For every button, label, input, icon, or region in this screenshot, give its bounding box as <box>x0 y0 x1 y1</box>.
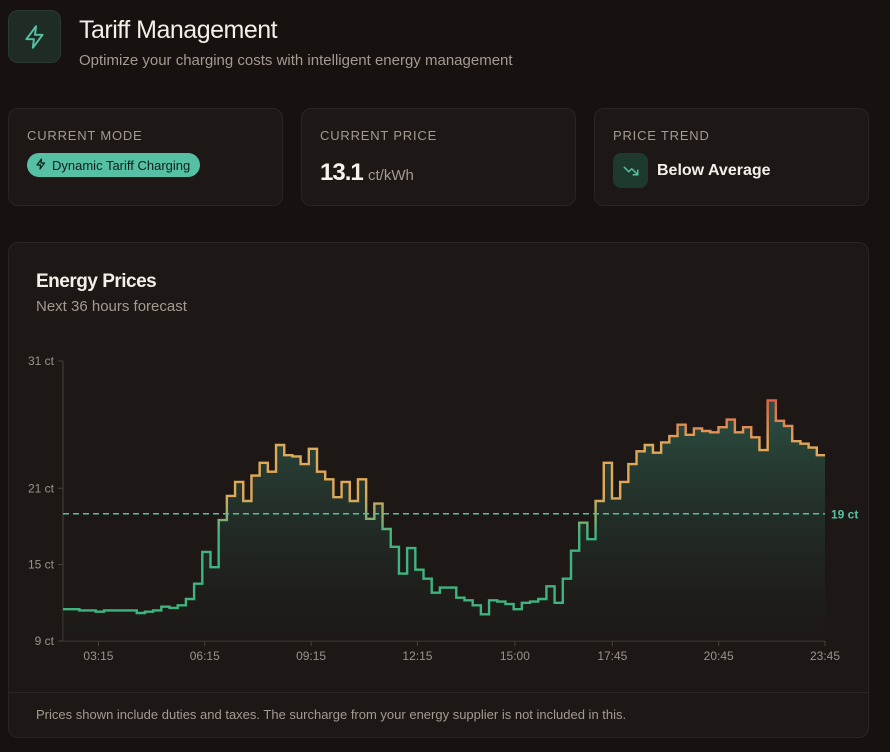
price-step-line <box>63 399 825 616</box>
energy-prices-card: Energy Prices Next 36 hours forecast 9 c… <box>8 242 869 738</box>
average-price-label: 19 ct <box>831 508 858 522</box>
current-mode-card: CURRENT MODE Dynamic Tariff Charging <box>8 108 283 206</box>
x-tick-label: 06:15 <box>190 649 220 663</box>
x-tick-label: 17:45 <box>597 649 627 663</box>
x-tick-label: 15:00 <box>500 649 530 663</box>
x-tick-label: 20:45 <box>704 649 734 663</box>
price-chart[interactable]: 9 ct 15 ct 21 ct 31 ct 03:15 06:15 09:15 12:15 1… <box>9 243 870 693</box>
mode-badge[interactable]: Dynamic Tariff Charging <box>27 153 201 177</box>
x-tick-label: 23:45 <box>810 649 840 663</box>
trending-down-icon <box>613 153 648 188</box>
current-price-card: CURRENT PRICE 13.1 ct/kWh <box>301 108 576 206</box>
price-trend-card: PRICE TREND Below Average <box>594 108 869 206</box>
y-tick-label: 15 ct <box>28 558 55 572</box>
current-price-unit: ct/kWh <box>368 167 414 184</box>
y-tick-label: 9 ct <box>35 634 55 648</box>
page-header: Tariff Management Optimize your charging… <box>8 10 868 70</box>
lightning-icon <box>35 157 47 173</box>
price-trend-label: PRICE TREND <box>613 128 710 143</box>
page-title: Tariff Management <box>79 16 278 44</box>
footer-divider <box>9 692 868 693</box>
price-disclaimer: Prices shown include duties and taxes. T… <box>36 707 627 722</box>
chart-subtitle: Next 36 hours forecast <box>36 298 187 315</box>
y-tick-label: 21 ct <box>28 481 55 495</box>
current-mode-label: CURRENT MODE <box>27 128 143 143</box>
chart-title: Energy Prices <box>36 271 157 292</box>
lightning-icon <box>8 10 61 63</box>
current-price-value: 13.1 <box>320 159 364 186</box>
page-subtitle: Optimize your charging costs with intell… <box>79 52 513 69</box>
x-tick-label: 09:15 <box>296 649 326 663</box>
current-price-label: CURRENT PRICE <box>320 128 438 143</box>
price-trend-value: Below Average <box>657 162 771 179</box>
price-area <box>63 400 825 641</box>
mode-badge-label: Dynamic Tariff Charging <box>52 157 191 173</box>
x-tick-label: 12:15 <box>402 649 432 663</box>
x-tick-label: 03:15 <box>83 649 113 663</box>
y-tick-label: 31 ct <box>28 354 55 368</box>
